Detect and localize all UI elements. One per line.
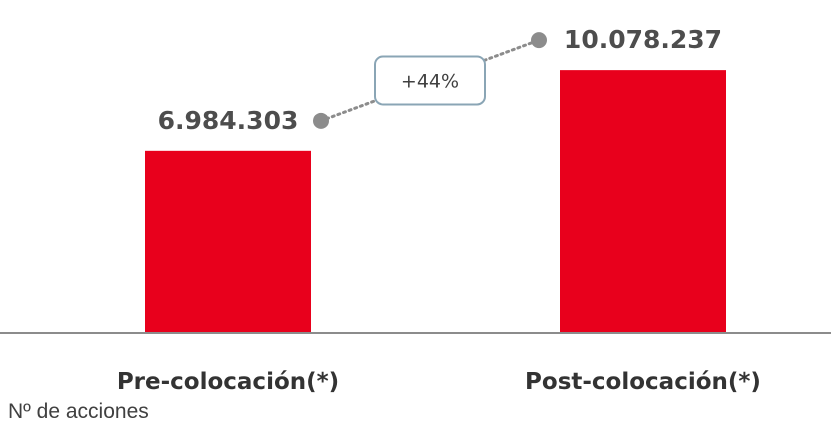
connector-dot-end <box>531 32 547 49</box>
data-label-pre-colocacion: 6.984.303 <box>158 106 299 135</box>
connector-dot-start <box>313 112 329 129</box>
growth-annotation-label: +44% <box>401 70 459 92</box>
category-label-pre-colocacion: Pre-colocación(*) <box>117 369 339 395</box>
data-label-post-colocacion: 10.078.237 <box>564 25 722 54</box>
footnote: Nº de acciones <box>8 400 149 423</box>
bar-pre-colocacion <box>145 150 311 333</box>
growth-annotation-box <box>374 55 486 106</box>
category-label-post-colocacion: Post-colocación(*) <box>525 369 761 395</box>
bar-post-colocacion <box>560 70 726 334</box>
